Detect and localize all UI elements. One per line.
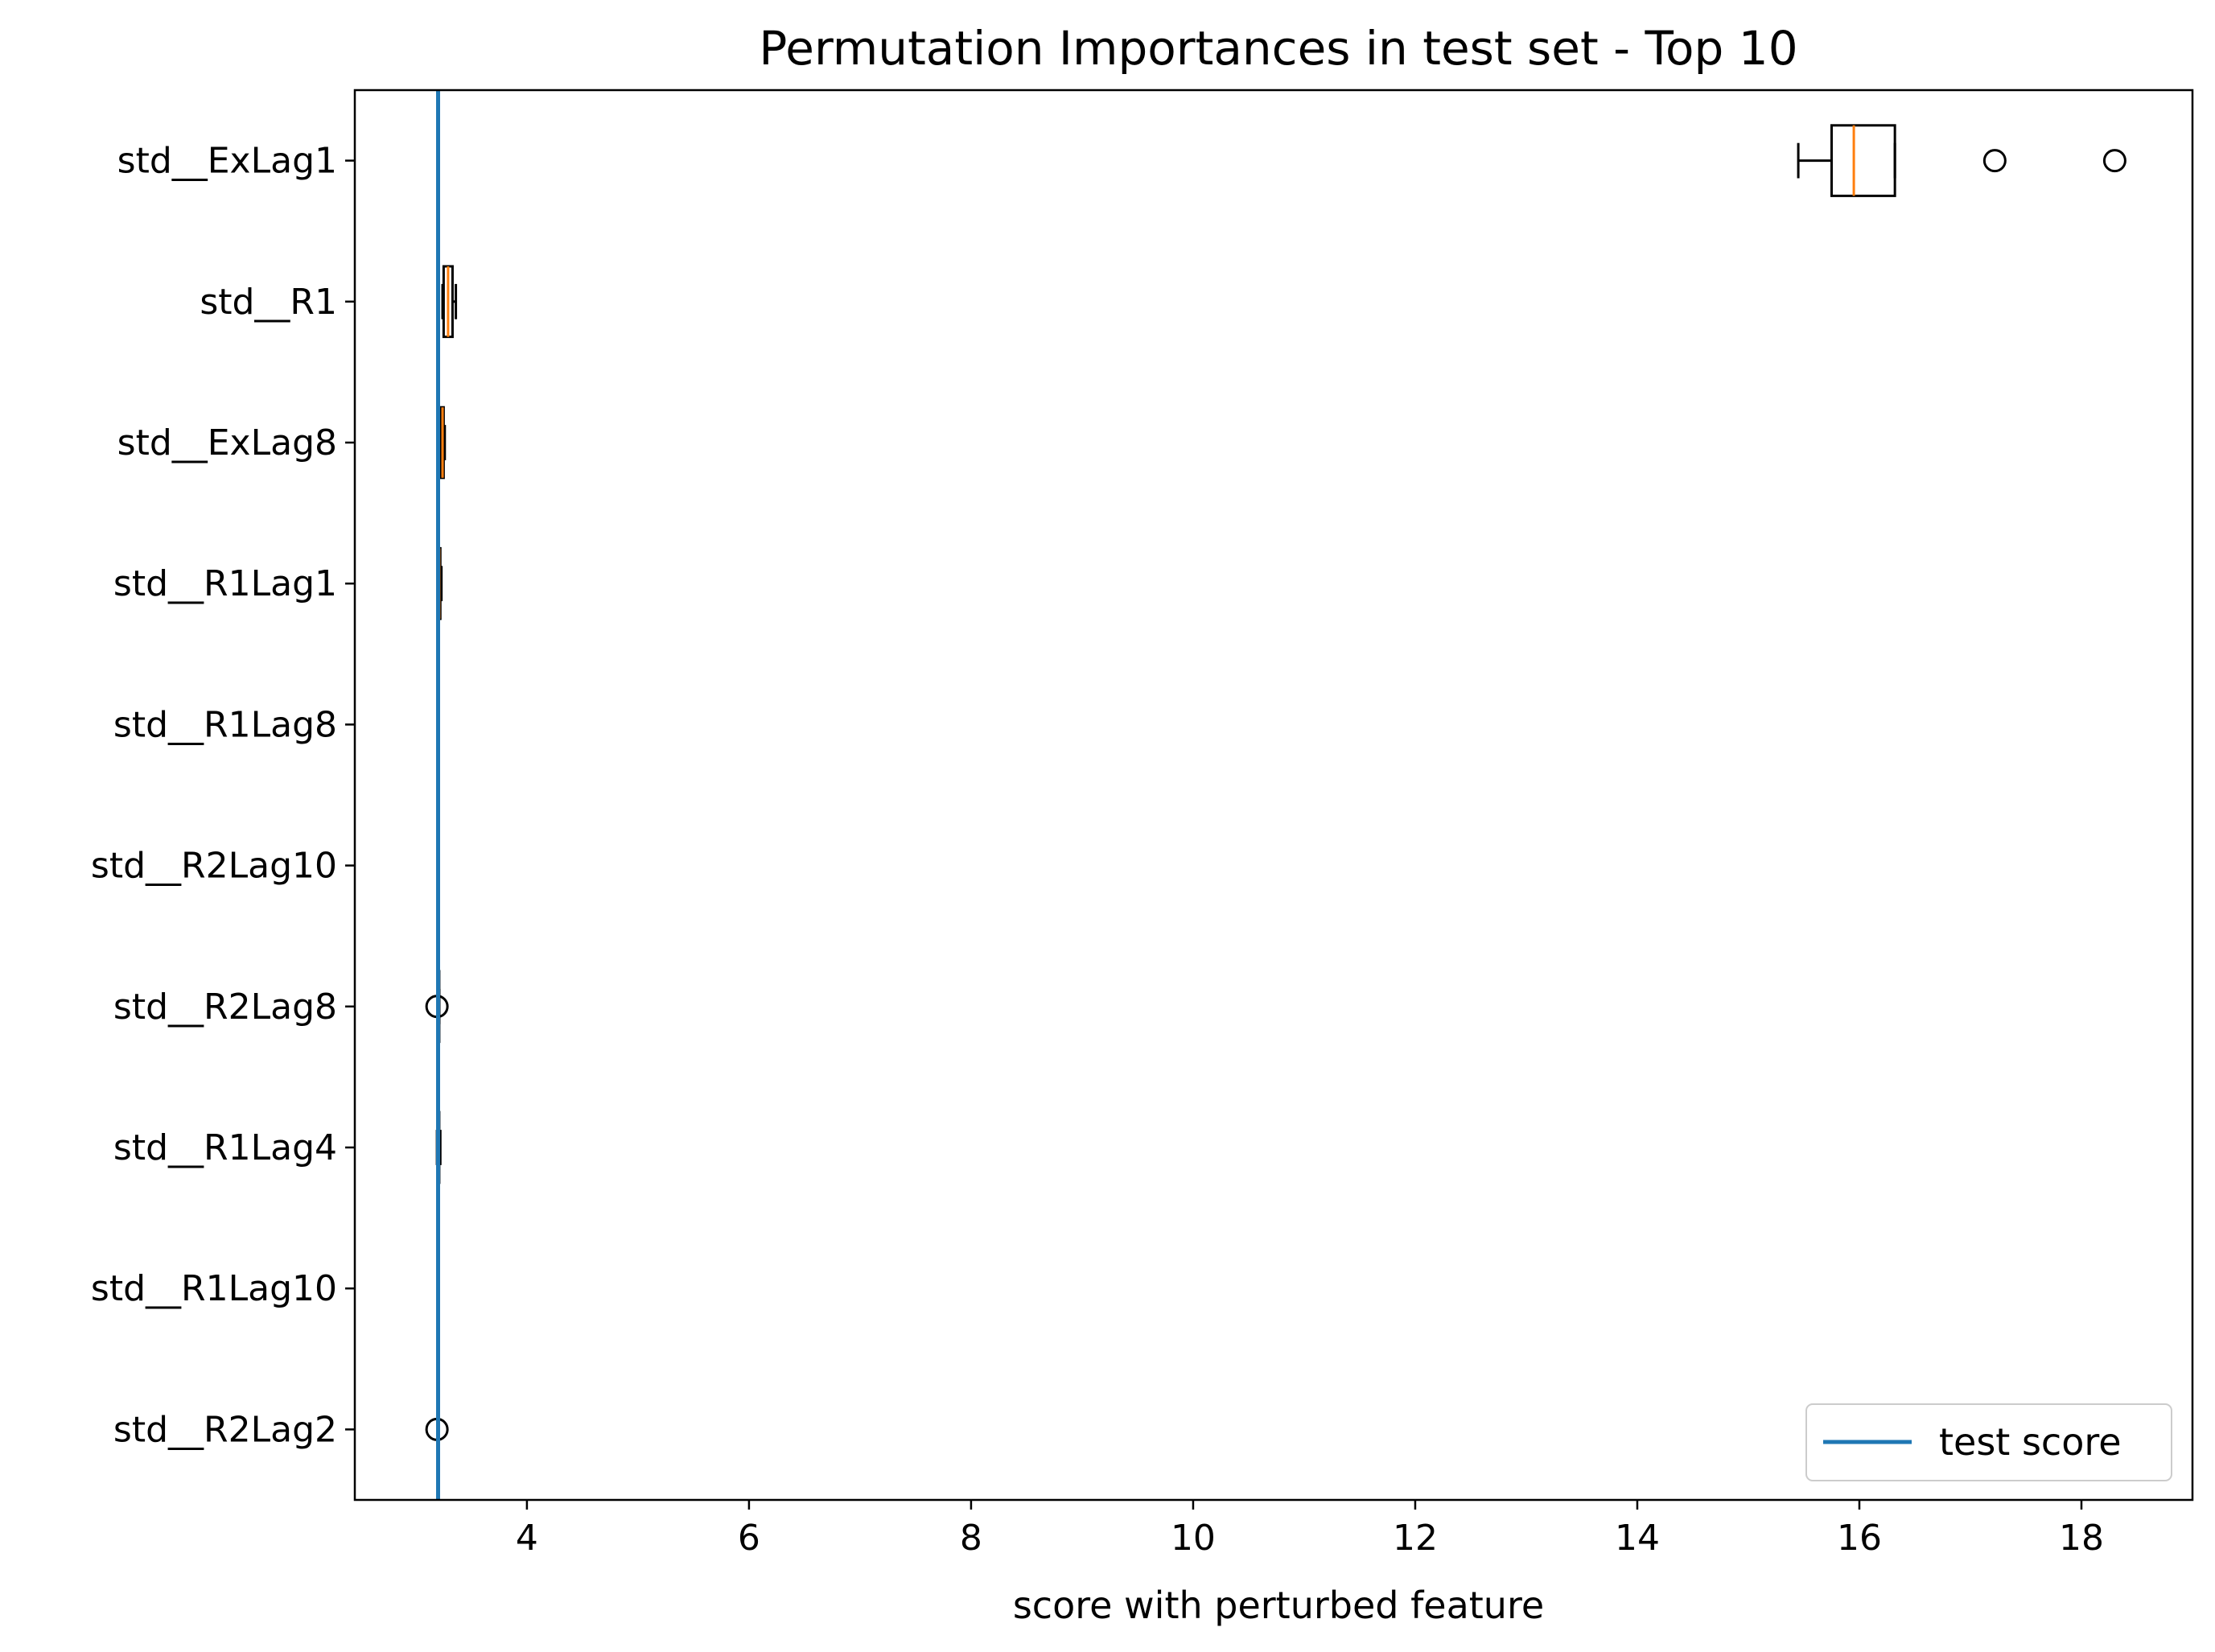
- y-tick-label: std__R1Lag8: [113, 704, 337, 745]
- chart-title: Permutation Importances in test set - To…: [759, 21, 1797, 76]
- y-tick-label: std__R2Lag8: [113, 987, 337, 1028]
- x-tick-label: 4: [516, 1518, 538, 1559]
- plot-marks: [425, 90, 2126, 1500]
- box-std__R1: [441, 265, 458, 339]
- x-tick-label: 8: [960, 1518, 982, 1559]
- x-tick-label: 6: [738, 1518, 760, 1559]
- y-tick-label: std__R1Lag10: [91, 1268, 337, 1309]
- x-axis: 4 6 8 10 12 14 16 18: [516, 1500, 2104, 1559]
- y-tick-label: std__R1: [200, 282, 337, 323]
- x-axis-title: score with perturbed feature: [1013, 1584, 1544, 1627]
- box-std__ExLag1: [1797, 124, 2126, 197]
- y-tick-label: std__R1Lag4: [113, 1127, 337, 1168]
- y-axis: std__ExLag1 std__R1 std__ExLag8 std__R1Lag1…: [91, 141, 355, 1450]
- x-tick-label: 10: [1171, 1518, 1216, 1559]
- x-tick-label: 18: [2059, 1518, 2104, 1559]
- y-tick-label: std__R1Lag1: [113, 563, 337, 604]
- legend: test score: [1805, 1403, 2172, 1481]
- legend-label-test-score: test score: [1939, 1420, 2122, 1464]
- y-tick-label: std__R2Lag2: [113, 1409, 337, 1450]
- y-tick-label: std__ExLag1: [117, 141, 337, 182]
- box-iqr: [1830, 124, 1896, 197]
- legend-box: [1805, 1403, 2172, 1481]
- x-tick-label: 16: [1837, 1518, 1882, 1559]
- outlier-point: [2102, 149, 2126, 173]
- x-tick-label: 12: [1393, 1518, 1438, 1559]
- x-tick-label: 14: [1615, 1518, 1660, 1559]
- outlier-point: [1982, 149, 2007, 173]
- y-tick-label: std__R2Lag10: [91, 846, 337, 887]
- y-tick-label: std__ExLag8: [117, 422, 337, 463]
- plot-frame: [353, 89, 2194, 1502]
